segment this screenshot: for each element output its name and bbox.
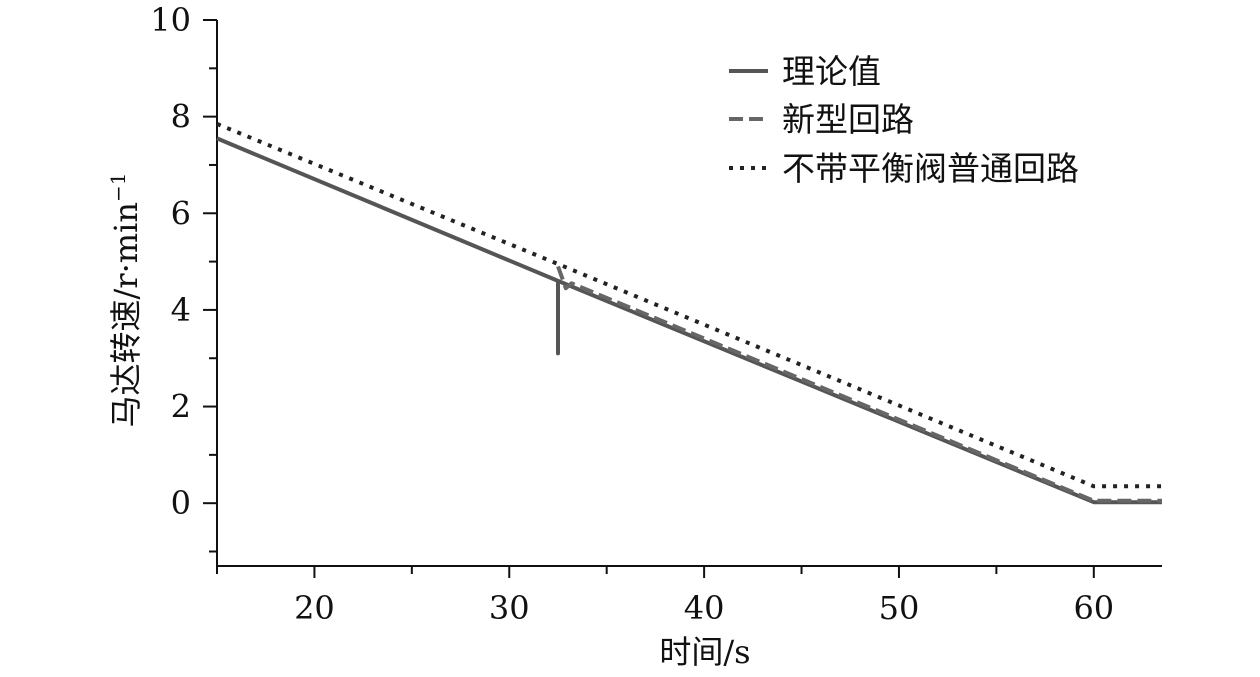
series-line-2	[556, 265, 1162, 503]
y-tick-label: 2	[171, 388, 191, 426]
x-axis-label: 时间/s	[659, 633, 750, 671]
y-axis-label-superscript: −1	[106, 173, 130, 202]
y-tick-label: 0	[171, 484, 191, 522]
y-tick-label: 8	[171, 98, 191, 136]
y-tick-label: 10	[150, 1, 191, 39]
y-tick-label: 4	[171, 291, 191, 329]
series-line-1	[216, 136, 1162, 505]
legend-label-3: 不带平衡阀普通回路	[782, 149, 1079, 188]
x-tick-label: 60	[1073, 589, 1114, 627]
y-axis-label: 马达转速/r·min	[107, 202, 145, 427]
svg-text:马达转速/r·min−1: 马达转速/r·min−1	[106, 173, 145, 428]
x-tick-label: 50	[879, 589, 920, 627]
legend-label-2: 新型回路	[782, 100, 914, 139]
x-axis: 20 30 40 50 60	[216, 565, 1162, 627]
x-tick-label: 30	[489, 589, 530, 627]
y-axis-label-group: 马达转速/r·min−1	[106, 173, 145, 428]
legend-label-1: 理论值	[782, 52, 881, 91]
x-tick-label: 20	[294, 589, 335, 627]
series-line-3	[216, 122, 1162, 489]
y-tick-label: 6	[171, 194, 191, 232]
series-layer	[216, 122, 1162, 505]
x-tick-label: 40	[684, 589, 725, 627]
y-axis: 0 2 4 6 8 10	[150, 1, 218, 566]
